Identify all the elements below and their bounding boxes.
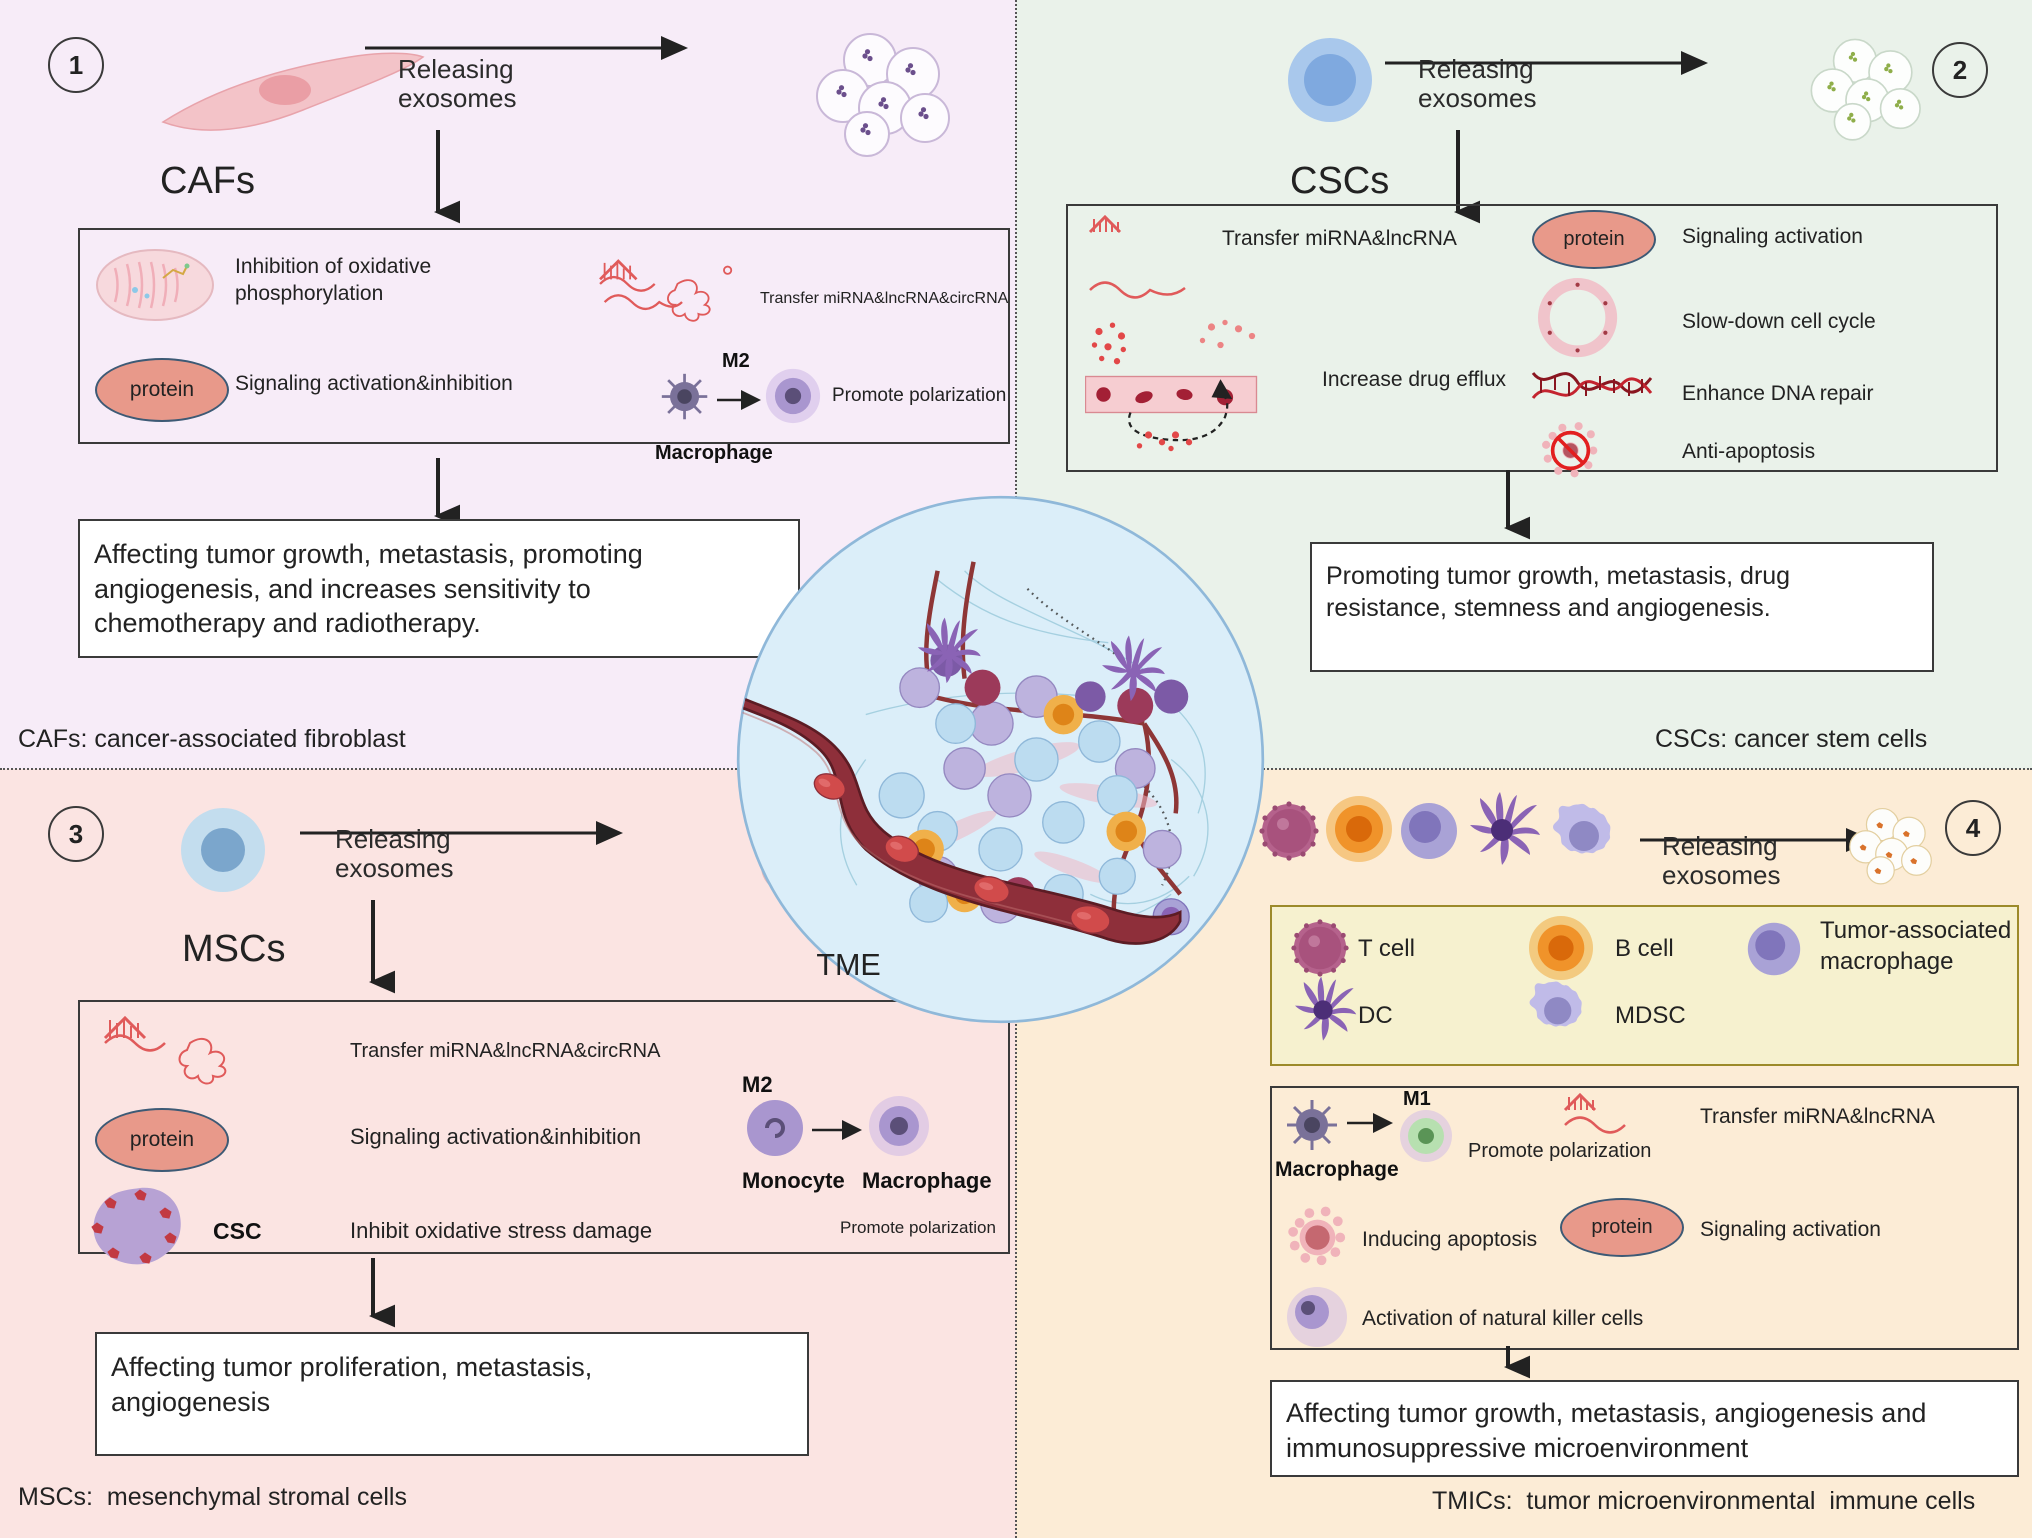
svg-text:TME: TME (816, 948, 880, 982)
